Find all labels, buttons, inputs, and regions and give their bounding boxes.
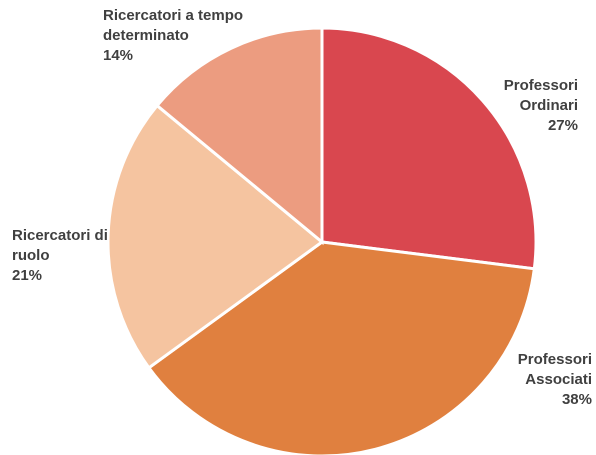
pie-slice — [154, 26, 324, 246]
slice-label: Professori Associati 38% — [497, 350, 592, 410]
category-label: Professori Associati — [517, 351, 592, 388]
category-label: Ricercatori di ruolo — [12, 227, 108, 264]
value-label: 27% — [547, 117, 578, 134]
value-label: 14% — [103, 47, 134, 64]
pie-slice — [106, 103, 325, 370]
pie-slice — [320, 26, 538, 271]
value-label: 21% — [12, 267, 43, 284]
slice-label: Ricercatori a tempo determinato 14% — [103, 6, 288, 66]
category-label: Ricercatori a tempo determinato — [103, 7, 244, 44]
slice-label: Professori Ordinari 27% — [483, 76, 578, 136]
pie-slice — [146, 240, 536, 455]
category-label: Professori Ordinari — [503, 77, 578, 114]
slice-label: Ricercatori di ruolo 21% — [12, 226, 112, 286]
value-label: 38% — [561, 391, 592, 408]
